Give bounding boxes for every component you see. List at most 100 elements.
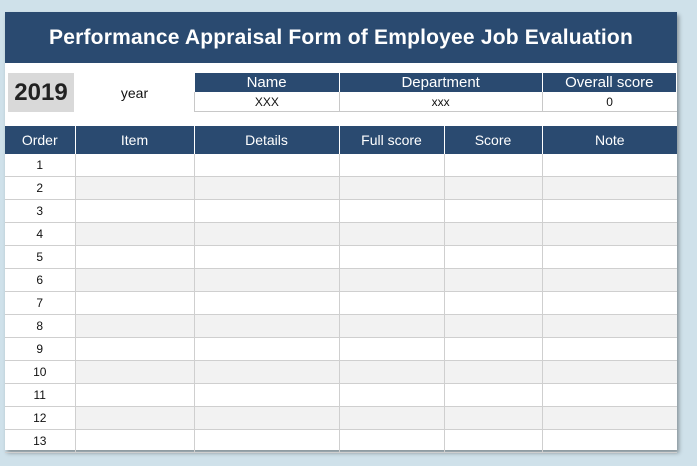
score-cell[interactable] bbox=[444, 245, 543, 269]
details-cell[interactable] bbox=[194, 245, 340, 269]
table-row: 6 bbox=[5, 268, 677, 292]
details-cell[interactable] bbox=[194, 360, 340, 384]
full-score-column-header: Full score bbox=[339, 126, 445, 154]
table-row: 13 bbox=[5, 429, 677, 453]
score-cell[interactable] bbox=[444, 406, 543, 430]
full-score-cell[interactable] bbox=[339, 314, 445, 338]
table-row: 1 bbox=[5, 154, 677, 177]
item-cell[interactable] bbox=[75, 314, 195, 338]
item-cell[interactable] bbox=[75, 222, 195, 246]
employee-info-table: Name Department Overall score XXX xxx 0 bbox=[194, 73, 678, 112]
order-cell: 9 bbox=[5, 337, 76, 361]
item-cell[interactable] bbox=[75, 337, 195, 361]
year-label: year bbox=[120, 84, 149, 101]
full-score-cell[interactable] bbox=[339, 291, 445, 315]
score-cell[interactable] bbox=[444, 222, 543, 246]
full-score-cell[interactable] bbox=[339, 429, 445, 453]
note-cell[interactable] bbox=[542, 429, 677, 453]
note-cell[interactable] bbox=[542, 245, 677, 269]
overall-score-header: Overall score bbox=[542, 73, 678, 92]
note-cell[interactable] bbox=[542, 222, 677, 246]
details-cell[interactable] bbox=[194, 314, 340, 338]
score-cell[interactable] bbox=[444, 154, 543, 177]
score-cell[interactable] bbox=[444, 337, 543, 361]
note-cell[interactable] bbox=[542, 314, 677, 338]
table-row: 5 bbox=[5, 245, 677, 269]
appraisal-sheet: Performance Appraisal Form of Employee J… bbox=[5, 12, 678, 453]
details-cell[interactable] bbox=[194, 222, 340, 246]
order-cell: 11 bbox=[5, 383, 76, 407]
full-score-cell[interactable] bbox=[339, 268, 445, 292]
details-cell[interactable] bbox=[194, 406, 340, 430]
score-cell[interactable] bbox=[444, 360, 543, 384]
item-cell[interactable] bbox=[75, 199, 195, 223]
item-cell[interactable] bbox=[75, 245, 195, 269]
details-cell[interactable] bbox=[194, 154, 340, 177]
full-score-cell[interactable] bbox=[339, 337, 445, 361]
item-cell[interactable] bbox=[75, 268, 195, 292]
full-score-cell[interactable] bbox=[339, 154, 445, 177]
score-cell[interactable] bbox=[444, 291, 543, 315]
info-row: 2019 year Name Department Overall score … bbox=[5, 69, 678, 116]
name-value[interactable]: XXX bbox=[194, 92, 340, 112]
note-cell[interactable] bbox=[542, 199, 677, 223]
evaluation-table: Order Item Details Full score Score Note… bbox=[5, 126, 677, 453]
form-title: Performance Appraisal Form of Employee J… bbox=[5, 12, 677, 63]
score-cell[interactable] bbox=[444, 199, 543, 223]
year-value[interactable]: 2019 bbox=[8, 73, 74, 112]
table-row: 9 bbox=[5, 337, 677, 361]
note-cell[interactable] bbox=[542, 291, 677, 315]
table-row: 11 bbox=[5, 383, 677, 407]
order-cell: 13 bbox=[5, 429, 76, 453]
details-cell[interactable] bbox=[194, 429, 340, 453]
table-row: 4 bbox=[5, 222, 677, 246]
item-cell[interactable] bbox=[75, 406, 195, 430]
full-score-cell[interactable] bbox=[339, 406, 445, 430]
order-cell: 5 bbox=[5, 245, 76, 269]
details-cell[interactable] bbox=[194, 337, 340, 361]
order-cell: 6 bbox=[5, 268, 76, 292]
item-cell[interactable] bbox=[75, 383, 195, 407]
full-score-cell[interactable] bbox=[339, 176, 445, 200]
score-cell[interactable] bbox=[444, 383, 543, 407]
details-column-header: Details bbox=[194, 126, 340, 154]
order-cell: 2 bbox=[5, 176, 76, 200]
note-column-header: Note bbox=[542, 126, 677, 154]
note-cell[interactable] bbox=[542, 406, 677, 430]
department-value[interactable]: xxx bbox=[338, 92, 543, 112]
item-cell[interactable] bbox=[75, 291, 195, 315]
item-cell[interactable] bbox=[75, 176, 195, 200]
score-cell[interactable] bbox=[444, 268, 543, 292]
full-score-cell[interactable] bbox=[339, 222, 445, 246]
item-cell[interactable] bbox=[75, 360, 195, 384]
table-row: 2 bbox=[5, 176, 677, 200]
note-cell[interactable] bbox=[542, 268, 677, 292]
full-score-cell[interactable] bbox=[339, 383, 445, 407]
note-cell[interactable] bbox=[542, 337, 677, 361]
note-cell[interactable] bbox=[542, 154, 677, 177]
item-cell[interactable] bbox=[75, 154, 195, 177]
note-cell[interactable] bbox=[542, 383, 677, 407]
full-score-cell[interactable] bbox=[339, 360, 445, 384]
order-column-header: Order bbox=[5, 126, 76, 154]
score-cell[interactable] bbox=[444, 176, 543, 200]
score-cell[interactable] bbox=[444, 314, 543, 338]
details-cell[interactable] bbox=[194, 268, 340, 292]
full-score-cell[interactable] bbox=[339, 245, 445, 269]
details-cell[interactable] bbox=[194, 291, 340, 315]
item-cell[interactable] bbox=[75, 429, 195, 453]
score-column-header: Score bbox=[444, 126, 543, 154]
overall-score-value[interactable]: 0 bbox=[541, 92, 677, 112]
department-header: Department bbox=[339, 73, 543, 92]
score-cell[interactable] bbox=[444, 429, 543, 453]
order-cell: 1 bbox=[5, 154, 76, 177]
details-cell[interactable] bbox=[194, 383, 340, 407]
details-cell[interactable] bbox=[194, 199, 340, 223]
table-row: 12 bbox=[5, 406, 677, 430]
full-score-cell[interactable] bbox=[339, 199, 445, 223]
order-cell: 7 bbox=[5, 291, 76, 315]
note-cell[interactable] bbox=[542, 360, 677, 384]
details-cell[interactable] bbox=[194, 176, 340, 200]
table-row: 10 bbox=[5, 360, 677, 384]
note-cell[interactable] bbox=[542, 176, 677, 200]
